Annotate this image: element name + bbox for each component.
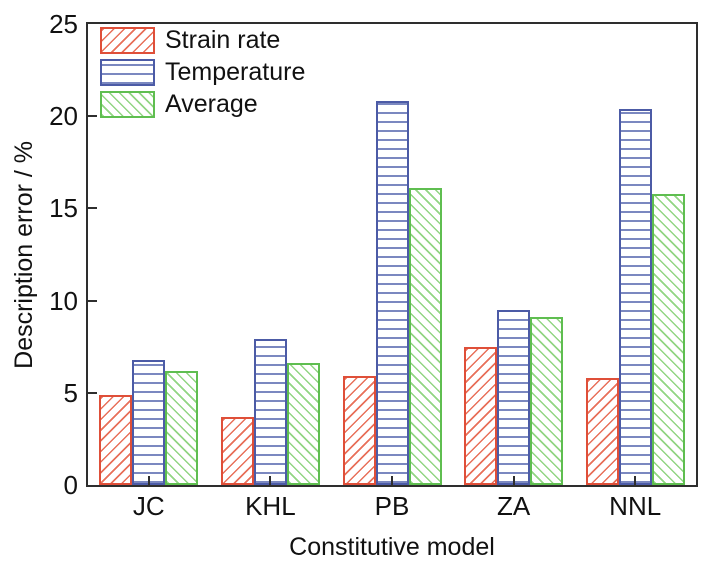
legend-label-average: Average <box>165 90 258 118</box>
x-tick-pb <box>391 476 393 485</box>
bar-za-average <box>530 317 564 485</box>
x-tick-label-pb: PB <box>374 491 410 521</box>
y-tick-label-15: 15 <box>49 193 78 224</box>
bar-jc-average <box>165 370 199 485</box>
y-tick-label-0: 0 <box>63 470 78 500</box>
bar-khl-temperature <box>253 339 287 485</box>
x-tick-nnl <box>634 476 637 485</box>
legend-label-temperature: Temperature <box>165 58 306 86</box>
legend-swatch-strain-rate <box>100 27 155 54</box>
y-axis-title-container: Description error / % <box>0 23 48 486</box>
legend-swatch-average <box>100 91 155 118</box>
legend-swatch-temperature <box>100 59 155 86</box>
y-tick-label-10: 10 <box>49 285 78 316</box>
y-tick-label-20: 20 <box>49 101 78 132</box>
x-tick-label-za: ZA <box>496 491 531 521</box>
bar-khl-average <box>286 363 320 485</box>
legend-label-strain-rate: Strain rate <box>165 26 281 54</box>
y-tick-20 <box>88 115 97 118</box>
bar-nnl-average <box>651 193 685 485</box>
y-tick-label-5: 5 <box>63 377 78 408</box>
bar-pb-temperature <box>375 101 409 485</box>
x-axis-title-container: Constitutive model <box>86 533 698 562</box>
bar-khl-strain-rate <box>220 416 254 485</box>
legend: Strain rate Temperature Average <box>100 27 305 123</box>
y-tick-5 <box>88 391 97 394</box>
y-axis-title: Description error / % <box>9 140 38 369</box>
bar-za-strain-rate <box>464 346 498 485</box>
bar-pb-strain-rate <box>342 376 376 485</box>
plot-area: Strain rate Temperature Average <box>86 22 698 487</box>
bar-nnl-strain-rate <box>585 378 619 485</box>
bar-jc-strain-rate <box>99 394 133 485</box>
x-tick-label-jc: JC <box>132 491 165 521</box>
x-tick-label-khl: KHL <box>245 491 296 521</box>
legend-row-average: Average <box>100 91 305 118</box>
x-tick-khl <box>269 476 272 485</box>
y-tick-label-25: 25 <box>49 9 78 39</box>
y-tick-15 <box>88 207 97 210</box>
bar-pb-average <box>408 188 442 485</box>
x-axis-title: Constitutive model <box>289 533 495 561</box>
bar-jc-temperature <box>132 359 166 485</box>
x-tick-za <box>512 476 515 485</box>
bar-nnl-temperature <box>618 108 652 485</box>
y-tick-10 <box>88 299 97 302</box>
x-tick-label-nnl: NNL <box>609 491 662 521</box>
legend-row-temperature: Temperature <box>100 59 305 86</box>
legend-row-strain-rate: Strain rate <box>100 27 305 54</box>
bar-za-temperature <box>497 309 531 485</box>
x-tick-jc <box>147 476 150 485</box>
